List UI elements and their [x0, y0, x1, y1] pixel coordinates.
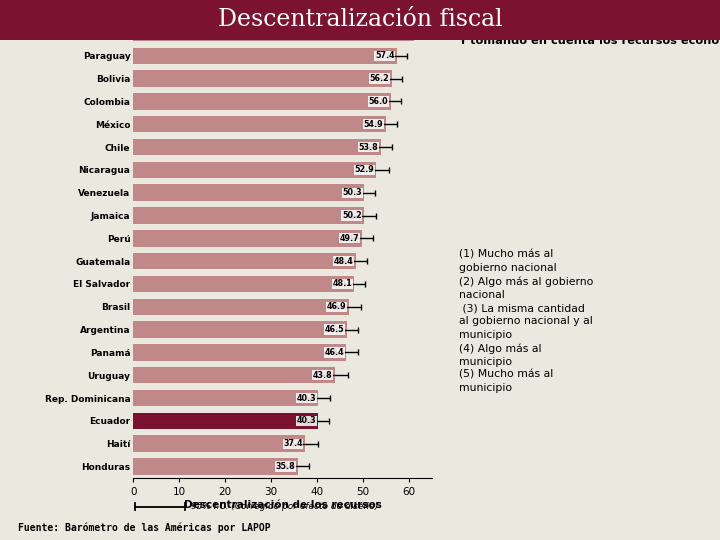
Bar — [133, 321, 347, 338]
Bar — [133, 458, 298, 475]
Text: 95% I.C. (Corregido por efecto de diseño): 95% I.C. (Corregido por efecto de diseño… — [191, 502, 378, 511]
Text: 50.3: 50.3 — [343, 188, 362, 197]
Bar — [133, 207, 364, 224]
Text: 50.2: 50.2 — [342, 211, 361, 220]
Text: (1) Mucho más al
gobierno nacional
(2) Algo más al gobierno
nacional
 (3) La mis: (1) Mucho más al gobierno nacional (2) A… — [459, 249, 593, 393]
Bar — [133, 116, 386, 132]
Bar — [133, 48, 397, 64]
Bar — [133, 435, 305, 452]
Bar — [133, 161, 377, 178]
Bar — [133, 25, 414, 41]
Text: 56.0: 56.0 — [369, 97, 388, 106]
Text: 54.9: 54.9 — [364, 120, 383, 129]
Bar — [133, 344, 346, 361]
Bar — [133, 253, 356, 269]
Bar — [133, 70, 392, 87]
Text: 46.9: 46.9 — [327, 302, 346, 311]
Text: 61.1: 61.1 — [392, 29, 412, 37]
X-axis label: Descentralización de los recursos: Descentralización de los recursos — [184, 500, 382, 510]
Text: 57.4: 57.4 — [375, 51, 395, 60]
Text: 46.4: 46.4 — [325, 348, 344, 357]
Text: 35.8: 35.8 — [276, 462, 295, 471]
Text: 56.2: 56.2 — [369, 74, 390, 83]
Bar — [133, 185, 364, 201]
Text: 52.9: 52.9 — [354, 165, 374, 174]
Text: 46.5: 46.5 — [325, 325, 345, 334]
Bar — [133, 299, 348, 315]
Bar — [133, 413, 318, 429]
Text: Y tomando en cuenta los recursos económicos existentes en el país ¿Quién debería: Y tomando en cuenta los recursos económi… — [459, 35, 720, 46]
Bar — [133, 93, 391, 110]
Text: 40.3: 40.3 — [297, 416, 316, 426]
Bar — [133, 139, 380, 156]
Bar — [133, 230, 361, 247]
Text: 40.3: 40.3 — [297, 394, 316, 402]
Text: 48.1: 48.1 — [332, 280, 352, 288]
Text: 53.8: 53.8 — [359, 143, 378, 152]
Text: 48.4: 48.4 — [333, 256, 354, 266]
Text: 43.8: 43.8 — [312, 371, 332, 380]
Text: 49.7: 49.7 — [340, 234, 359, 243]
Text: 37.4: 37.4 — [283, 439, 303, 448]
Text: Fuente: Barómetro de las Américas por LAPOP: Fuente: Barómetro de las Américas por LA… — [18, 523, 271, 534]
Bar — [133, 367, 335, 383]
Bar — [133, 276, 354, 292]
Text: Descentralización fiscal: Descentralización fiscal — [217, 9, 503, 31]
Bar — [133, 390, 318, 406]
